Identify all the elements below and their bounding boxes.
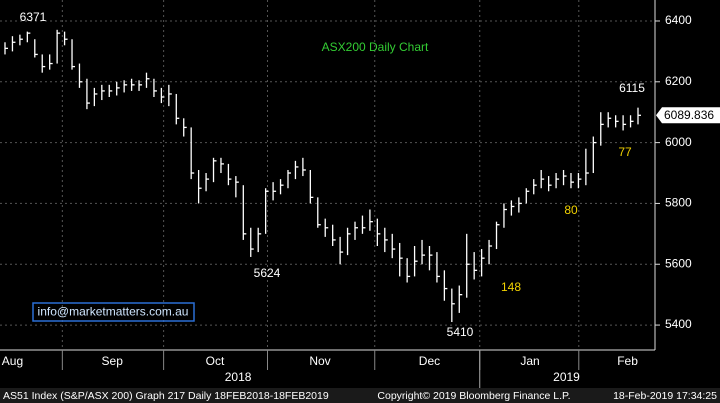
y-tick-label: 6200 — [665, 74, 692, 88]
annotation: 5410 — [447, 325, 474, 339]
y-tick-label: 5600 — [665, 256, 692, 270]
x-tick-label: Sep — [102, 354, 124, 368]
x-tick-label: Aug — [2, 354, 23, 368]
annotation: 6115 — [619, 81, 645, 95]
x-tick-label: Feb — [617, 354, 638, 368]
x-tick-label: Nov — [309, 354, 330, 368]
footer-left: AS51 Index (S&P/ASX 200) Graph 217 Daily… — [3, 390, 329, 402]
email-box — [32, 302, 195, 322]
y-tick-label: 6400 — [665, 13, 692, 27]
footer-bar — [0, 388, 720, 403]
x-tick-label: Dec — [419, 354, 440, 368]
x-tick-label: Jan — [520, 354, 539, 368]
annotation: 5624 — [254, 266, 281, 280]
bars — [4, 29, 641, 323]
annotation: 77 — [618, 145, 632, 159]
annotation: 80 — [564, 203, 578, 217]
year-label: 2019 — [553, 370, 580, 384]
last-price-label: 6089.836 — [664, 108, 714, 122]
y-tick-label: 6000 — [665, 135, 692, 149]
y-tick-label: 5800 — [665, 196, 692, 210]
year-label: 2018 — [225, 370, 252, 384]
chart-title: ASX200 Daily Chart — [322, 40, 429, 54]
x-tick-label: Oct — [206, 354, 225, 368]
last-price-tag — [656, 107, 720, 124]
y-tick-label: 5400 — [665, 317, 692, 331]
footer-right: 18-Feb-2019 17:34:25 — [613, 390, 717, 402]
grid — [0, 0, 655, 350]
email: info@marketmatters.com.au — [38, 305, 189, 319]
annotation: 148 — [501, 280, 521, 294]
footer-center: Copyright© 2019 Bloomberg Finance L.P. — [377, 390, 570, 402]
annotation: 6371 — [20, 10, 47, 24]
